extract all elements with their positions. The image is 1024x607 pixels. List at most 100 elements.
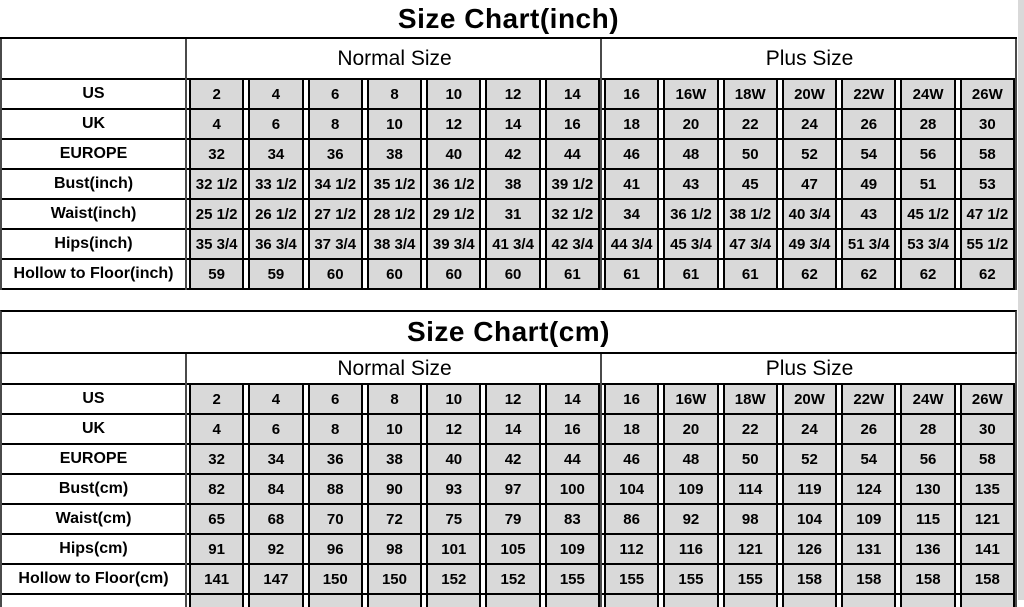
size-cell: 61 [661, 260, 721, 288]
size-cell: 10 [364, 110, 425, 138]
size-cell: 36 3/4 [246, 230, 306, 258]
size-cell [542, 595, 602, 607]
size-cell-value: 155 [722, 565, 778, 593]
size-cell: 18 [601, 415, 662, 443]
size-cell-value: 12 [485, 385, 541, 413]
size-cell: 28 1/2 [364, 200, 425, 228]
size-cell: 54 [839, 140, 899, 168]
table-row: Hips(inch) 35 3/4 36 3/4 37 3/4 38 3/4 39 3/4… [0, 230, 1017, 260]
size-cell: 49 [839, 170, 899, 198]
size-cell-value: 48 [663, 445, 719, 473]
size-cell-value: 4 [248, 385, 304, 413]
size-cell-value: 51 3/4 [841, 230, 897, 258]
size-cell-value: 45 3/4 [663, 230, 719, 258]
corner-cell [0, 354, 187, 383]
size-cell-value [959, 595, 1015, 607]
size-cell: 38 3/4 [364, 230, 425, 258]
size-cell: 147 [246, 565, 306, 593]
size-cell: 16 [601, 80, 662, 108]
size-cell: 43 [661, 170, 721, 198]
size-cell: 53 [957, 170, 1017, 198]
row-label: US [0, 385, 187, 413]
size-cell-value [189, 595, 245, 607]
size-cell-value: 158 [781, 565, 838, 593]
size-cell-value: 32 [189, 140, 245, 168]
size-cell-value: 72 [366, 505, 423, 533]
size-cell: 55 1/2 [957, 230, 1017, 258]
size-cell: 28 [898, 415, 958, 443]
normal-size-header: Normal Size [337, 46, 452, 70]
size-cell-value: 41 [603, 170, 660, 198]
size-cell: 42 [483, 140, 543, 168]
size-cell: 2 [187, 80, 247, 108]
group-header-row: Normal Size Plus Size [0, 354, 1017, 385]
size-cell: 155 [661, 565, 721, 593]
size-cell: 38 [483, 170, 543, 198]
size-cell-value: 24W [900, 385, 956, 413]
size-cell: 131 [839, 535, 899, 563]
size-cell-value: 16 [603, 385, 660, 413]
size-cell: 36 1/2 [424, 170, 484, 198]
size-cell: 10 [424, 385, 484, 413]
size-cell-value: 39 1/2 [544, 170, 600, 198]
size-cell-value: 10 [366, 110, 423, 138]
size-cell: 20 [661, 110, 721, 138]
size-cell: 41 3/4 [483, 230, 543, 258]
size-cell-value: 112 [603, 535, 660, 563]
size-cell: 12 [483, 80, 543, 108]
size-cell: 39 1/2 [542, 170, 602, 198]
size-cell-value: 68 [248, 505, 304, 533]
table-row: Waist(inch) 25 1/2 26 1/2 27 1/2 28 1/2 29 1/… [0, 200, 1017, 230]
row-label: UK [0, 110, 187, 138]
size-cell-value: 24 [781, 415, 838, 443]
size-cell: 72 [364, 505, 425, 533]
right-margin-strip [1018, 0, 1024, 600]
size-cell-value: 114 [722, 475, 778, 503]
size-cell-value: 56 [900, 445, 956, 473]
size-cell: 44 [542, 140, 602, 168]
size-cell: 98 [364, 535, 425, 563]
size-cell: 79 [483, 505, 543, 533]
size-cell: 38 [364, 445, 425, 473]
size-cell: 152 [424, 565, 484, 593]
size-cell-value: 97 [485, 475, 541, 503]
size-cell: 20 [661, 415, 721, 443]
size-cell: 30 [957, 415, 1017, 443]
size-cell-value: 38 [485, 170, 541, 198]
size-cell: 58 [957, 140, 1017, 168]
size-chart-inch-title: Size Chart(inch) [397, 3, 620, 34]
size-cell-value: 93 [426, 475, 482, 503]
size-cell [187, 595, 247, 607]
size-cell-value: 60 [426, 260, 482, 288]
size-cell: 68 [246, 505, 306, 533]
size-cell-value: 6 [248, 415, 304, 443]
size-cell: 150 [364, 565, 425, 593]
size-cell-value: 141 [959, 535, 1015, 563]
clipped-row [0, 595, 1017, 607]
size-cell: 43 [839, 200, 899, 228]
size-cell-value: 28 [900, 110, 956, 138]
size-cell-value [603, 595, 660, 607]
row-label: UK [0, 415, 187, 443]
row-label: Hollow to Floor(inch) [0, 260, 187, 288]
size-cell [246, 595, 306, 607]
size-cell: 8 [305, 415, 365, 443]
size-cell-value: 38 [366, 140, 423, 168]
size-cell-value: 104 [781, 505, 838, 533]
normal-size-header: Normal Size [337, 356, 452, 380]
size-cell: 119 [779, 475, 840, 503]
size-chart-cm-title: Size Chart(cm) [0, 310, 1017, 352]
size-cell-value: 62 [959, 260, 1015, 288]
size-cell: 14 [483, 415, 543, 443]
size-cell-value: 109 [663, 475, 719, 503]
size-cell-value [544, 595, 600, 607]
size-cell-value: 4 [189, 110, 245, 138]
size-cell-value: 49 3/4 [781, 230, 838, 258]
size-cell: 50 [720, 445, 780, 473]
size-cell-value: 100 [544, 475, 600, 503]
size-cell-value: 6 [307, 385, 363, 413]
row-label: US [0, 80, 187, 108]
size-cell: 6 [246, 415, 306, 443]
size-cell: 46 [601, 445, 662, 473]
size-cell-value: 20W [781, 80, 838, 108]
